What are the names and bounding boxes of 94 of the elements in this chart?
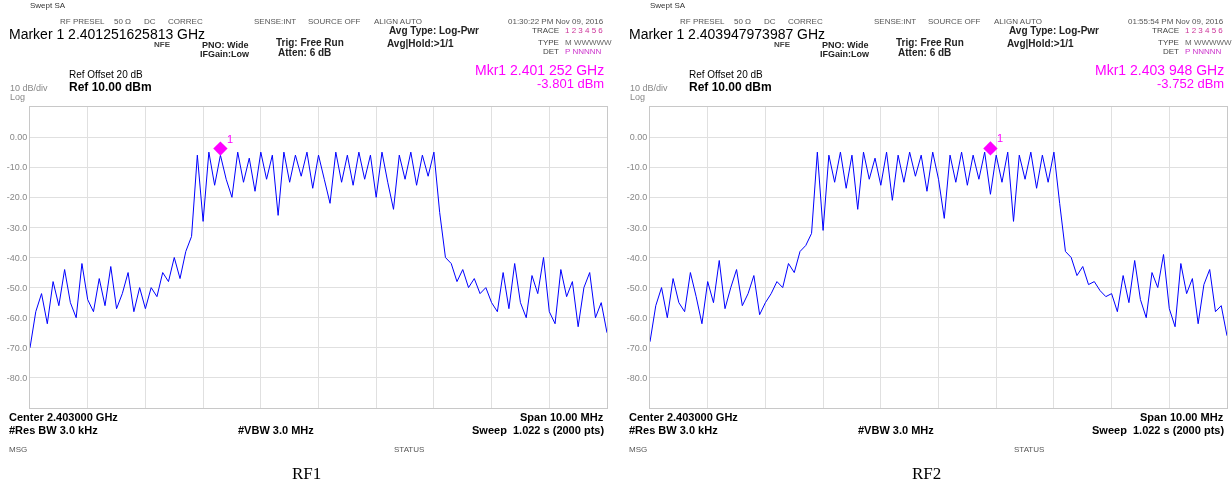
text: IFGain:Low xyxy=(200,49,250,59)
y-tick-label: -10.0 xyxy=(626,162,648,173)
text: #VBW 3.0 MHz xyxy=(858,424,935,436)
y-tick-label: -40.0 xyxy=(626,252,648,263)
text: #Res BW 3.0 kHz xyxy=(629,424,719,436)
text: Avg|Hold:>1/1 xyxy=(387,38,455,49)
y-tick-label: -50.0 xyxy=(6,282,28,293)
text: Ref Offset 20 dB xyxy=(689,69,764,80)
y-tick-label: -20.0 xyxy=(6,192,28,203)
text: M WWWWW xyxy=(565,38,613,47)
text: STATUS xyxy=(1014,445,1045,454)
text: 1 2 3 4 5 6 xyxy=(565,26,604,35)
source-note: SOURCE OFF xyxy=(928,17,981,26)
text: P NNNNN xyxy=(1185,47,1222,56)
text: ALIGN AUTO xyxy=(994,17,1042,26)
text: CORREC xyxy=(788,17,823,26)
text: Avg Type: Log-Pwr xyxy=(1009,25,1100,36)
text: -3.752 dBm xyxy=(1157,76,1225,91)
text: IFGain:Low xyxy=(820,49,870,59)
text: Atten: 6 dB xyxy=(278,47,332,58)
text: MSG xyxy=(9,445,28,454)
y-tick-label: -60.0 xyxy=(626,312,648,323)
text: M WWWWW xyxy=(1185,38,1232,47)
y-tick-label: -50.0 xyxy=(626,282,648,293)
text: Avg Type: Log-Pwr xyxy=(389,25,480,36)
text: SENSE:INT xyxy=(254,17,297,26)
text: NFE xyxy=(154,40,171,49)
text: STATUS xyxy=(394,445,425,454)
text: Center 2.403000 GHz xyxy=(9,411,119,423)
text: CORREC xyxy=(168,17,203,26)
text: Log xyxy=(630,92,646,102)
y-tick-label: -40.0 xyxy=(6,252,28,263)
text: 10 dB/div xyxy=(10,83,49,93)
annotation: 1 xyxy=(997,132,1004,144)
text: Trig: Free Run xyxy=(276,37,344,48)
text: DC xyxy=(764,17,776,26)
y-tick-label: -10.0 xyxy=(6,162,28,173)
text: NFE xyxy=(774,40,791,49)
text: Span 10.00 MHz xyxy=(520,411,604,423)
y-tick-label: -80.0 xyxy=(626,373,648,384)
text: Log xyxy=(10,92,26,102)
source-note: SOURCE OFF xyxy=(308,17,361,26)
text: DC xyxy=(144,17,156,26)
text: RF PRESEL xyxy=(60,17,106,26)
text: RF PRESEL xyxy=(680,17,726,26)
text: 10 dB/div xyxy=(630,83,669,93)
text: PNO: Wide xyxy=(202,40,249,50)
text: #VBW 3.0 MHz xyxy=(238,424,315,436)
text: 01:55:54 PM Nov 09, 2016 xyxy=(1128,17,1224,26)
text: PNO: Wide xyxy=(822,40,869,50)
y-tick-label: -30.0 xyxy=(6,222,28,233)
text: TYPE xyxy=(1158,38,1179,47)
text: Avg|Hold:>1/1 xyxy=(1007,38,1075,49)
text: Atten: 6 dB xyxy=(898,47,952,58)
y-tick-label: 0.00 xyxy=(9,132,28,143)
text: 50 Ω xyxy=(734,17,752,26)
text: TYPE xyxy=(538,38,559,47)
text: -3.801 dBm xyxy=(537,76,605,91)
y-tick-label: -80.0 xyxy=(6,373,28,384)
text: Swept SA xyxy=(30,1,66,10)
text: Ref 10.00 dBm xyxy=(689,80,772,94)
text: Trig: Free Run xyxy=(896,37,964,48)
y-tick-label: -30.0 xyxy=(626,222,648,233)
text: Marker 1 2.403947973987 GHz xyxy=(629,26,826,42)
text: Sweep 1.022 s (2000 pts) xyxy=(1092,424,1225,436)
text: Swept SA xyxy=(650,1,686,10)
text: TRACE xyxy=(1152,26,1180,35)
text: Mkr1 2.403 948 GHz xyxy=(1095,62,1225,78)
text: SENSE:INT xyxy=(874,17,917,26)
y-tick-label: -70.0 xyxy=(626,342,648,353)
text: 1 2 3 4 5 6 xyxy=(1185,26,1224,35)
y-tick-label: -20.0 xyxy=(626,192,648,203)
text: DET xyxy=(1163,47,1180,56)
y-tick-label: 0.00 xyxy=(629,132,648,143)
text: Ref 10.00 dBm xyxy=(69,80,152,94)
text: Span 10.00 MHz xyxy=(1140,411,1224,423)
text: Center 2.403000 GHz xyxy=(629,411,739,423)
text: Ref Offset 20 dB xyxy=(69,69,144,80)
text: ALIGN AUTO xyxy=(374,17,422,26)
text: Marker 1 2.401251625813 GHz xyxy=(9,26,206,42)
annotation: 1 xyxy=(227,133,234,145)
text: #Res BW 3.0 kHz xyxy=(9,424,99,436)
text: RF2 xyxy=(912,464,942,483)
text: 01:30:22 PM Nov 09, 2016 xyxy=(508,17,604,26)
y-tick-label: -70.0 xyxy=(6,342,28,353)
text: DET xyxy=(543,47,560,56)
text: P NNNNN xyxy=(565,47,602,56)
text: RF1 xyxy=(292,464,322,483)
text: Mkr1 2.401 252 GHz xyxy=(475,62,605,78)
text: Sweep 1.022 s (2000 pts) xyxy=(472,424,605,436)
text: MSG xyxy=(629,445,648,454)
y-tick-label: -60.0 xyxy=(6,312,28,323)
text: TRACE xyxy=(532,26,560,35)
text: 50 Ω xyxy=(114,17,132,26)
